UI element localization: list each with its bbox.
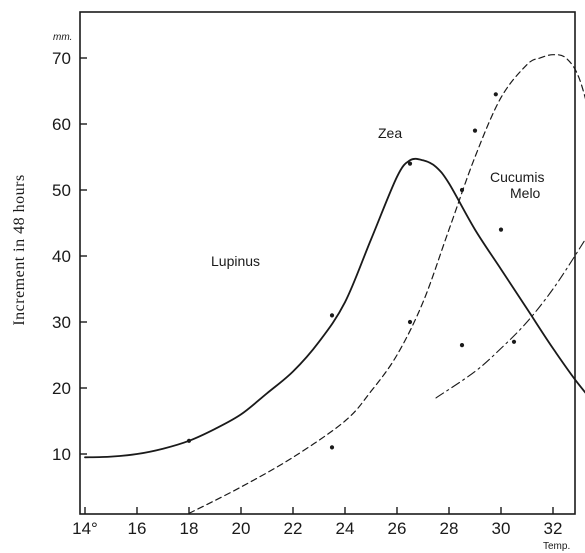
series-curves [84,54,585,514]
x-tick-label-14: 14° [72,519,98,538]
y-tick-label-10: 10 [52,445,71,464]
series-label-cucumis-line1: Cucumis [490,169,544,185]
series-label-lupinus: Lupinus [211,253,260,269]
series-line-zea [188,54,585,514]
data-point-zea-6 [511,339,517,344]
x-tick-label-18: 18 [180,519,199,538]
observation-points [186,92,517,450]
y-axis-ticks: 10 20 30 40 50 60 70 80 [52,0,87,464]
data-point-zea-3 [472,128,478,133]
x-tick-label-20: 20 [232,519,251,538]
data-point-lupinus-1 [329,313,335,318]
y-tick-label-20: 20 [52,379,71,398]
y-tick-label-80: 80 [52,0,71,2]
data-point-lupinus-2 [407,161,413,166]
x-tick-label-22: 22 [284,519,303,538]
y-tick-label-30: 30 [52,313,71,332]
data-point-lupinus-3 [459,187,465,193]
x-axis-ticks: 14°16182022242628303234363840° [72,507,563,538]
series-label-cucumis-line2: Melo [510,185,541,201]
data-point-zea-2 [459,343,465,348]
y-tick-label-70: 70 [52,49,71,68]
series-line-cucumis [435,238,585,399]
x-tick-label-26: 26 [388,519,407,538]
data-point-zea-4 [493,92,498,97]
series-label-zea: Zea [378,125,402,141]
y-tick-label-40: 40 [52,247,71,266]
data-point-zea-0 [329,445,335,450]
y-axis-title: Increment in 48 hours [11,174,28,325]
y-tick-label-50: 50 [52,181,71,200]
x-tick-label-32: 32 [544,519,563,538]
data-point-zea-1 [407,319,413,325]
data-point-zea-5 [498,227,504,232]
x-tick-label-28: 28 [440,519,459,538]
x-tick-label-30: 30 [492,519,511,538]
series-line-lupinus [84,157,585,459]
x-tick-label-16: 16 [128,519,147,538]
y-tick-label-60: 60 [52,115,71,134]
data-point-lupinus-0 [186,438,192,443]
y-unit-label: mm. [53,32,72,43]
plot-frame [79,11,576,515]
x-tick-label-24: 24 [336,519,355,538]
x-unit-label: Temp. [543,541,570,552]
